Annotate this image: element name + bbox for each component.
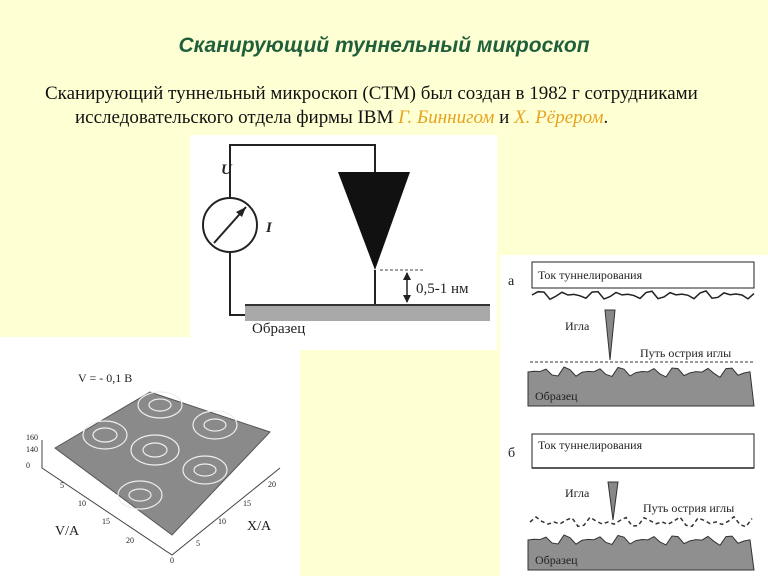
wire	[229, 144, 376, 198]
x-tick-label: 15	[243, 499, 251, 508]
slide-title: Сканирующий туннельный микроскоп	[178, 34, 590, 57]
v-tick-label: 15	[102, 517, 110, 526]
surface-voltage: V = - 0,1 В	[78, 371, 132, 385]
v-tick-label: 5	[60, 481, 64, 490]
surface-axes	[41, 440, 281, 556]
author-name: Г. Биннигом	[398, 107, 495, 128]
conjunction: и	[499, 107, 510, 128]
modes-panel	[500, 255, 768, 576]
needle	[607, 481, 619, 521]
z-tick-label: 0	[26, 461, 30, 470]
current-trace	[531, 289, 755, 301]
needle	[604, 309, 616, 361]
gap-arrowhead	[403, 295, 411, 303]
origin-label: 0	[170, 556, 174, 565]
intro-text: Сканирующий туннельный микроскоп (СТМ) б…	[45, 83, 698, 128]
sample	[527, 534, 755, 571]
current-box	[531, 261, 755, 289]
sample	[245, 305, 490, 321]
sample-label: Образец	[535, 389, 578, 403]
path-label: Путь острия иглы	[643, 501, 734, 515]
x-tick-label: 10	[218, 517, 226, 526]
voltage-label: U	[221, 162, 233, 178]
v-axis-label: V/A	[55, 524, 80, 539]
meter-arrow	[236, 207, 246, 217]
current-label: I	[265, 220, 273, 236]
path-label: Путь острия иглы	[640, 346, 731, 360]
mode-letter: б	[508, 446, 515, 461]
x-tick-label: 5	[196, 539, 200, 548]
v-tick-label: 20	[126, 536, 134, 545]
z-tick-label: 160	[26, 433, 38, 442]
x-axis-label: X/A	[247, 519, 272, 534]
current-label: Ток туннелирования	[538, 268, 643, 282]
needle-label: Игла	[565, 486, 590, 500]
surface-bumps	[82, 391, 238, 510]
current-box	[531, 433, 755, 469]
sample-label: Образец	[535, 553, 578, 567]
wire	[229, 252, 250, 316]
v-tick-label: 10	[78, 499, 86, 508]
tip-path	[529, 515, 753, 528]
gap-arrowhead	[403, 272, 411, 280]
gap-label: 0,5-1 нм	[416, 281, 469, 297]
author-name: Х. Рёрером	[514, 107, 604, 128]
tip	[338, 172, 410, 270]
sample-label: Образец	[252, 321, 305, 337]
x-tick-label: 20	[268, 480, 276, 489]
current-label: Ток туннелирования	[538, 438, 643, 452]
intro-end: .	[603, 107, 609, 128]
z-tick-label: 140	[26, 445, 38, 454]
intro-paragraph: Сканирующий туннельный микроскоп (СТМ) б…	[45, 82, 745, 130]
needle-label: Игла	[565, 319, 590, 333]
sample	[527, 366, 755, 407]
mode-letter: а	[508, 274, 515, 289]
